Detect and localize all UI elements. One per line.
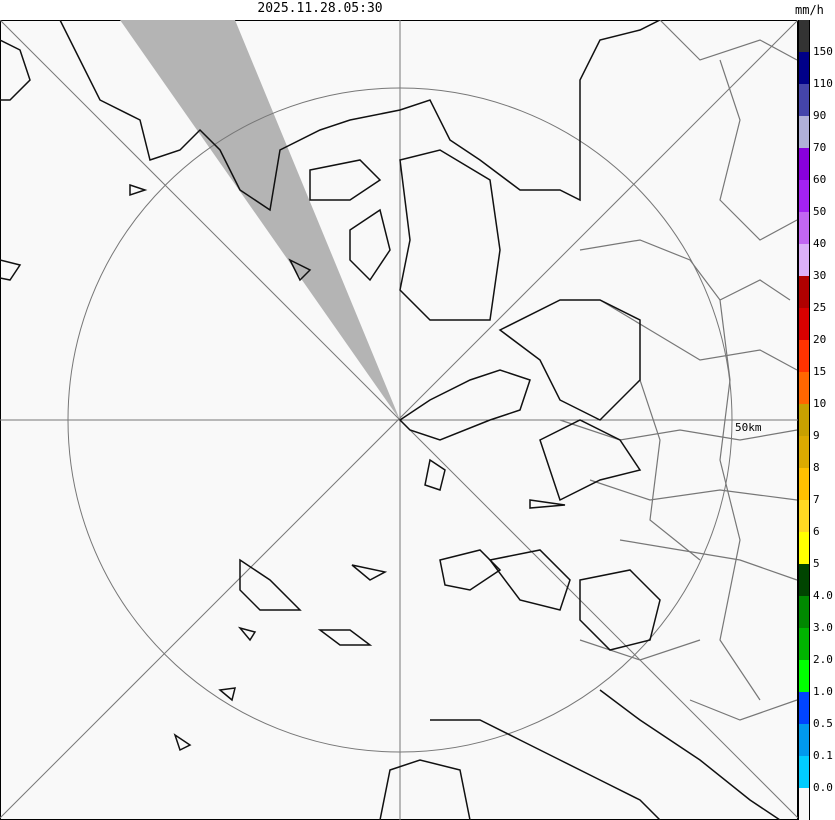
legend-swatch [799,724,809,756]
legend-label: 0.5 [813,717,833,730]
legend-swatch [799,692,809,724]
legend-label: 0.0 [813,781,833,794]
legend-label: 8 [813,461,820,474]
legend-swatch [799,532,809,564]
legend-label: 50 [813,205,827,218]
legend-swatch [799,564,809,596]
legend-swatch [799,244,809,276]
legend-swatch [799,404,809,436]
legend-label: 15 [813,365,827,378]
legend-label: 10 [813,397,827,410]
color-legend [798,20,810,820]
legend-swatch [799,116,809,148]
coastlines [0,20,781,820]
legend-swatch [799,180,809,212]
legend-swatch [799,308,809,340]
legend-label: 1.0 [813,685,833,698]
legend-label: 2.0 [813,653,833,666]
legend-label: 90 [813,109,827,122]
legend-swatch [799,52,809,84]
legend-label: 5 [813,557,820,570]
legend-label: 6 [813,525,820,538]
legend-label: 70 [813,141,827,154]
legend-swatch [799,372,809,404]
legend-label: 20 [813,333,827,346]
legend-swatch [799,20,809,52]
legend-label: 25 [813,301,827,314]
radar-map: 50km [0,20,798,820]
legend-label: 0.1 [813,749,833,762]
blocked-sector [120,20,400,420]
legend-label: 40 [813,237,827,250]
legend-swatch [799,596,809,628]
legend-swatch [799,84,809,116]
admin-boundaries [559,20,798,721]
legend-label: 150 [813,45,833,58]
legend-swatch [799,756,809,788]
legend-label: 30 [813,269,827,282]
legend-swatch [799,276,809,308]
legend-swatch [799,500,809,532]
legend-swatch [799,436,809,468]
legend-label: 9 [813,429,820,442]
legend-swatch [799,148,809,180]
legend-swatch [799,340,809,372]
legend-swatch [799,788,809,820]
legend-swatch [799,660,809,692]
legend-swatch [799,628,809,660]
legend-swatch [799,468,809,500]
legend-swatch [799,212,809,244]
legend-label: 7 [813,493,820,506]
timestamp-title: 2025.11.28.05:30 [257,1,383,16]
range-grid [0,20,798,820]
legend-label: 110 [813,77,833,90]
legend-label: 60 [813,173,827,186]
legend-label: 4.0 [813,589,833,602]
unit-label: mm/h [795,3,824,17]
legend-label: 3.0 [813,621,833,634]
range-ring-label: 50km [735,421,762,434]
